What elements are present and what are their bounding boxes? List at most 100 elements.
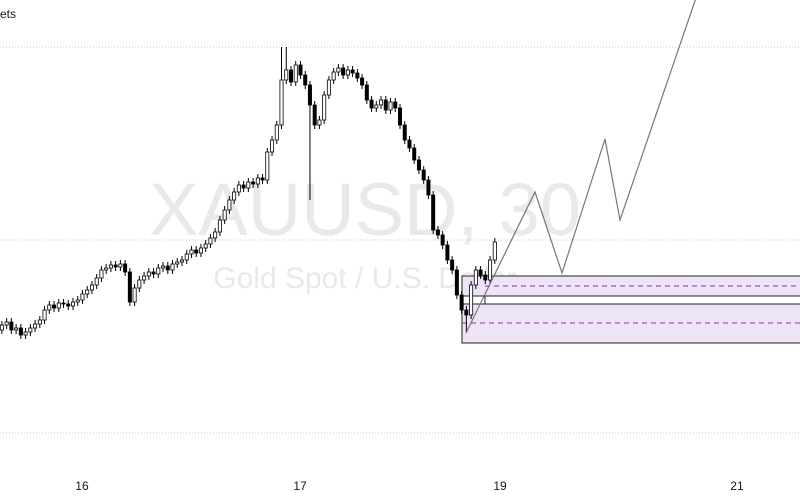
candle-body	[416, 159, 421, 171]
x-tick-label: 19	[493, 479, 507, 493]
candle-body	[56, 302, 61, 309]
candle-body	[274, 124, 279, 141]
candle-body	[104, 267, 109, 271]
candle-body	[469, 284, 474, 316]
candle-body	[246, 181, 251, 189]
candle-body	[345, 69, 350, 76]
candle-body	[66, 303, 71, 307]
x-tick-label: 17	[293, 479, 307, 493]
candle-body	[454, 269, 459, 296]
candle-body	[213, 231, 218, 239]
candle-body	[369, 99, 374, 109]
candle-body	[113, 264, 118, 268]
candle-body	[80, 293, 85, 301]
candle-body	[118, 263, 123, 268]
candle-body	[94, 277, 99, 286]
candle-body	[260, 177, 265, 181]
candle-body	[336, 67, 341, 73]
candle-body	[75, 299, 80, 303]
candle-body	[146, 271, 151, 277]
candle-body	[61, 302, 66, 305]
candle-body	[14, 327, 19, 331]
candle-body	[331, 71, 336, 81]
candle-body	[241, 184, 246, 189]
candle-body	[450, 259, 455, 271]
candle-body	[388, 101, 393, 111]
candle-body	[156, 267, 161, 275]
candle-body	[374, 104, 379, 109]
candle-body	[37, 319, 42, 325]
watermark-symbol: XAUUSD, 30	[149, 168, 581, 251]
x-axis: 16 17 19 21	[75, 479, 744, 493]
candle-body	[279, 79, 284, 126]
candle-body	[483, 274, 488, 281]
candle-body	[307, 84, 312, 106]
candle-body	[360, 77, 365, 86]
candle-body	[317, 119, 322, 126]
candle-body	[198, 247, 203, 254]
candle-body	[203, 243, 208, 249]
candle-body	[232, 191, 237, 201]
candle-body	[355, 72, 360, 79]
candle-body	[255, 177, 260, 185]
candle-body	[412, 147, 417, 161]
candle-body	[52, 304, 57, 309]
candle-body	[322, 94, 327, 121]
candle-body	[303, 74, 308, 86]
candle-body	[123, 263, 128, 273]
projection-path	[465, 0, 696, 334]
x-tick-label: 21	[730, 479, 744, 493]
candle-body	[464, 309, 469, 316]
candle-body	[4, 321, 9, 326]
candle-body	[85, 289, 90, 295]
candle-body	[364, 84, 369, 101]
header-label: ets	[0, 7, 16, 21]
candle-body	[383, 99, 388, 111]
candle-body	[175, 261, 180, 265]
candle-body	[251, 181, 256, 185]
candle-body	[142, 275, 147, 281]
candle-body	[288, 69, 293, 83]
grid	[0, 46, 800, 434]
candle-body	[298, 64, 303, 76]
candle-body	[236, 184, 241, 193]
candle-body	[151, 271, 156, 275]
candle-body	[217, 219, 222, 233]
candle-body	[47, 304, 52, 311]
candle-body	[440, 234, 445, 246]
candle-body	[208, 237, 213, 245]
candle-body	[137, 279, 142, 289]
candle-body	[227, 199, 232, 211]
candle-body	[189, 249, 194, 255]
candle-body	[33, 323, 38, 329]
candle-body	[431, 194, 436, 231]
candle-body	[108, 264, 113, 269]
candle-body	[42, 309, 47, 321]
candle-body	[341, 67, 346, 76]
candle-body	[28, 327, 33, 333]
candle-body	[293, 64, 298, 83]
candle-body	[0, 324, 4, 331]
candle-body	[326, 79, 331, 96]
candle-body	[89, 284, 94, 291]
candle-body	[270, 139, 275, 153]
candle-body	[435, 229, 440, 236]
candle-body	[397, 107, 402, 126]
candle-body	[165, 265, 170, 271]
candle-body	[99, 269, 104, 279]
candle-body	[23, 331, 28, 336]
candle-body	[170, 263, 175, 271]
candle-body	[379, 99, 384, 106]
candle-body	[265, 151, 270, 181]
candle-body	[478, 269, 483, 276]
candle-body	[127, 271, 132, 303]
candle-body	[9, 321, 14, 331]
candle-body	[18, 327, 23, 336]
candle-body	[132, 287, 137, 303]
candle-body	[445, 244, 450, 261]
candle-body	[194, 249, 199, 254]
x-tick-label: 16	[75, 479, 89, 493]
candle-body	[407, 139, 412, 149]
zone-mid	[484, 295, 800, 305]
